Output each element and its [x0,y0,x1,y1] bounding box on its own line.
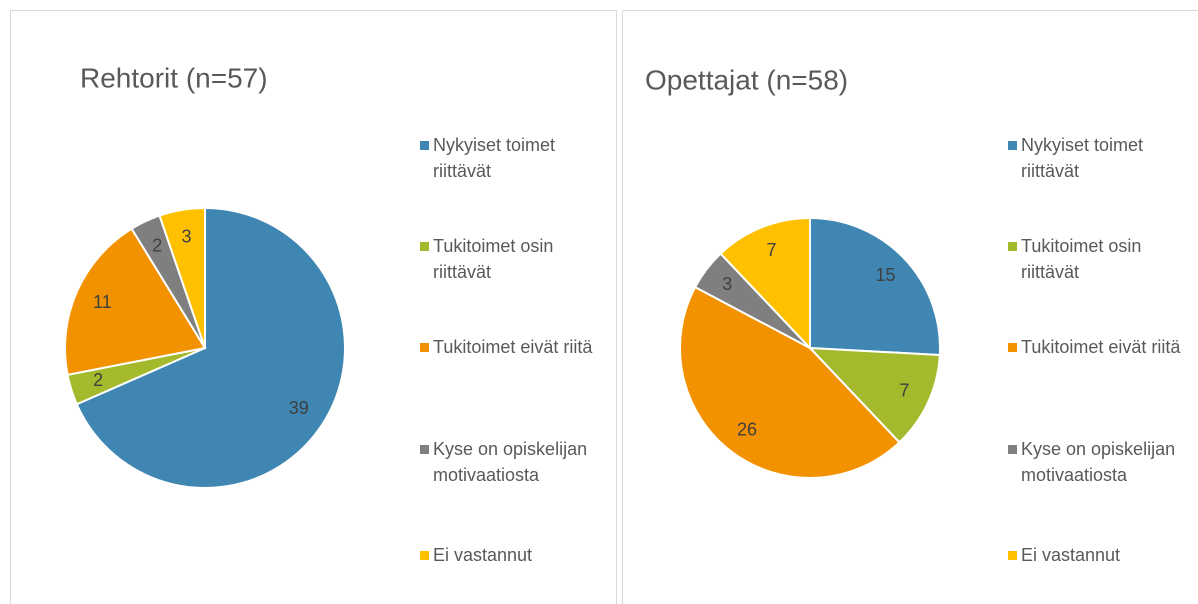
legend-swatch [420,141,429,150]
legend-label: Tukitoimet osin riittävät [433,236,554,282]
pie-slice [807,346,941,444]
legend-label: Ei vastannut [433,545,533,565]
legend-swatch [420,551,429,560]
legend-swatch [420,343,429,352]
chart-title: Rehtorit (n=57) [80,62,268,93]
data-label: 3 [182,226,192,246]
legend-label: Tukitoimet osin riittävät [1021,236,1142,282]
data-label: 2 [152,235,162,255]
legend-swatch [420,242,429,251]
data-label: 3 [722,274,732,294]
pie-slice [158,206,206,349]
panel [10,10,617,604]
pie-slice [809,216,941,357]
data-label: 2 [93,370,103,390]
legend-swatch [1008,445,1017,454]
legend-swatch [1008,343,1017,352]
data-label: 39 [289,398,309,418]
legend-label: Kyse on opiskelijan motivaatiosta [433,439,588,485]
pie-slice [64,227,207,377]
pie-slice [75,206,346,489]
pie-slice [679,285,901,479]
data-label: 15 [875,265,895,285]
legend-swatch [1008,551,1017,560]
pie-slice [719,216,811,351]
legend-swatch [1008,242,1017,251]
legend-label: Kyse on opiskelijan motivaatiosta [1021,439,1176,485]
legend-label: Tukitoimet eivät riitä [433,337,593,357]
legend-label: Nykyiset toimet riittävät [433,135,556,181]
legend-label: Tukitoimet eivät riitä [1021,337,1181,357]
data-label: 7 [766,240,776,260]
panel [622,10,1198,604]
legend-label: Ei vastannut [1021,545,1121,565]
legend-swatch [1008,141,1017,150]
data-label: 11 [93,292,112,312]
legend-swatch [420,445,429,454]
chart-title: Opettajat (n=58) [645,64,848,95]
legend-label: Nykyiset toimet riittävät [1021,135,1144,181]
data-label: 7 [899,380,909,400]
data-label: 26 [737,420,757,440]
